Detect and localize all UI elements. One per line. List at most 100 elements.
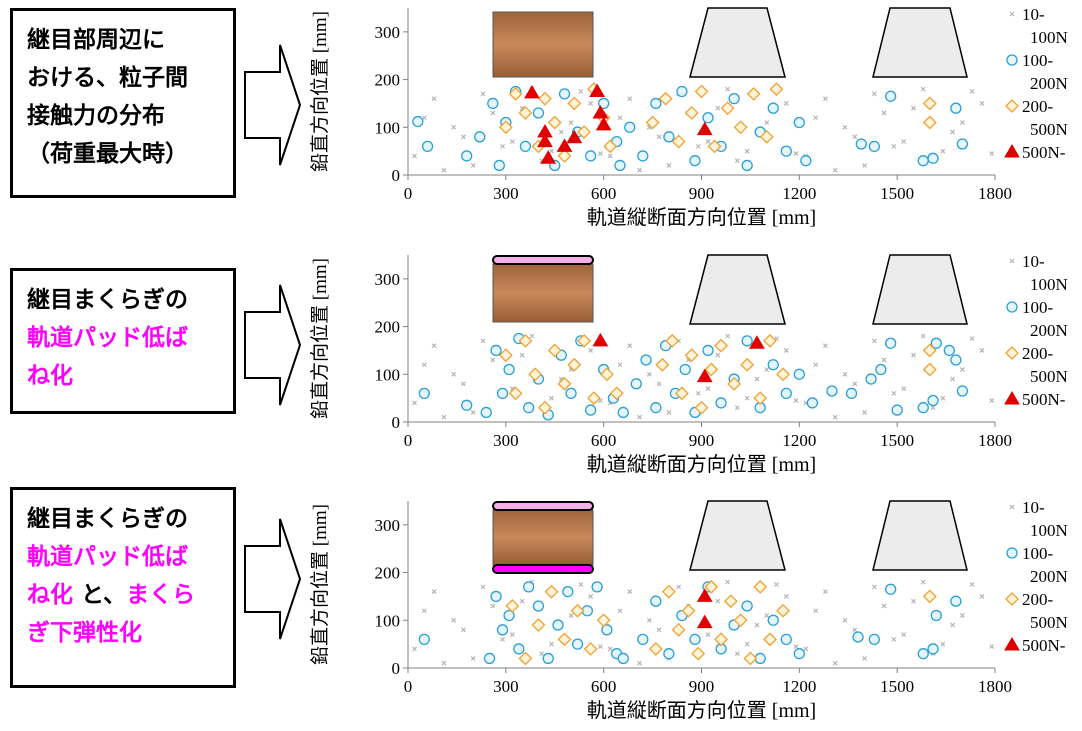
arrow [244,518,302,640]
point [524,84,540,99]
point [681,603,696,618]
point [596,613,611,628]
point [950,129,956,135]
point [862,656,867,661]
point [927,643,939,655]
point [470,163,476,168]
point [598,97,610,110]
point [930,405,936,411]
caption-line: 継目まくらぎの [27,281,233,319]
point [871,584,877,590]
point [950,376,956,382]
point [505,599,520,613]
point [441,167,447,173]
point [852,631,864,643]
point [800,155,812,167]
point [508,86,523,101]
point [679,363,691,376]
point [922,115,937,130]
point [589,83,606,97]
point [421,362,427,368]
point [538,91,552,106]
point [671,134,686,149]
point [842,371,848,377]
caption-text: ね化 [27,363,73,389]
point [891,636,897,642]
x-axis-label: 軌道縦断面方向位置 [mm] [587,699,816,722]
legend-label: 500N- [1022,143,1066,162]
point [532,600,545,612]
point [656,381,662,387]
caption-line: ね化 [27,357,233,395]
point [461,381,466,387]
point [979,348,985,353]
point [412,115,424,128]
point [943,344,955,357]
point [780,387,792,400]
x-tick-label: 1200 [782,431,816,450]
point [498,120,513,135]
point [764,120,770,125]
panel: 0 300 600 900 1200 1500 1800 0 100 200 300 軌道縦断面方向位… [0,487,1082,731]
point [783,101,789,106]
legend-label: 200-500N [1022,97,1068,139]
y-axis-label: 鉛直方向位置 [mm] [309,11,331,172]
y-tick-label: 300 [375,23,401,42]
point [597,644,603,649]
point [956,138,969,150]
point [607,646,613,652]
point [418,387,430,400]
x-tick-label: 0 [404,431,413,450]
point [881,357,887,363]
caption: 継目部周辺に おける、粒子間 接触力の分布 （荷重最大時） [10,8,236,198]
point [487,97,499,110]
caption-line: （荷重最大時） [27,135,233,173]
point [557,376,572,391]
point [518,106,533,120]
x-tick-label: 0 [404,184,413,203]
sleeper [689,500,786,571]
point [547,115,562,130]
point [650,97,662,110]
point [684,348,699,363]
point [715,598,721,604]
point [586,391,601,406]
point [707,139,722,154]
point [744,148,750,154]
x-tick-label: 1500 [880,677,914,696]
point [617,115,623,121]
point [950,622,956,628]
point [518,651,533,666]
point [509,632,515,638]
point [715,352,721,358]
caption-text: 継目まくらぎの [27,506,188,532]
point [441,414,447,420]
panel: 0 300 600 900 1200 1500 1800 0 100 200 300 軌道縦断面方向位… [0,245,1082,485]
legend-marker [1004,391,1020,405]
sleeper [872,254,968,325]
point [920,579,926,585]
arrow [244,44,302,166]
caption-line: 軌道パッド低ば [27,538,233,576]
point [537,133,553,148]
point [705,632,711,638]
point [774,582,779,587]
point [741,335,753,347]
point [558,129,564,135]
caption-text: ね化 [27,582,73,608]
point [601,624,613,636]
point [793,151,799,156]
caption-line: ぎ下弾性化 [27,614,233,652]
x-tick-label: 1500 [880,184,914,203]
point [695,390,701,396]
point [969,582,975,587]
y-axis-label: 鉛直方向位置 [mm] [309,504,331,665]
point [832,414,838,420]
point [868,140,880,153]
point [528,367,543,382]
point [539,651,545,657]
point [421,140,434,153]
point [749,335,765,349]
point [989,151,995,156]
point [627,343,633,349]
